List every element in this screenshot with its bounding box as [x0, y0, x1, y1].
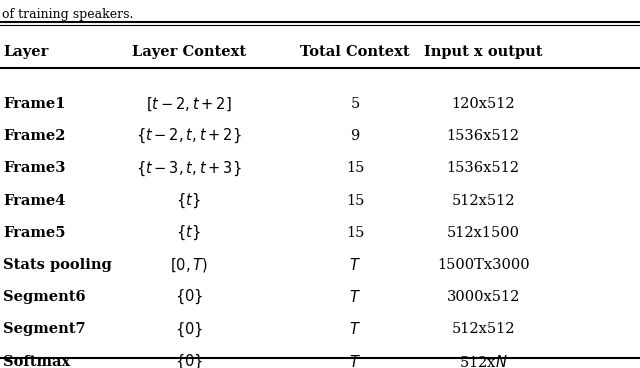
Text: Input x output: Input x output	[424, 45, 543, 59]
Text: Frame2: Frame2	[3, 129, 66, 143]
Text: 120x512: 120x512	[451, 97, 515, 111]
Text: 1500Tx3000: 1500Tx3000	[437, 258, 529, 272]
Text: $\{0\}$: $\{0\}$	[175, 320, 203, 339]
Text: $\{t\}$: $\{t\}$	[177, 191, 201, 210]
Text: $\{0\}$: $\{0\}$	[175, 353, 203, 368]
Text: 3000x512: 3000x512	[447, 290, 520, 304]
Text: $T$: $T$	[349, 354, 361, 368]
Text: Segment6: Segment6	[3, 290, 86, 304]
Text: 512x1500: 512x1500	[447, 226, 520, 240]
Text: Frame5: Frame5	[3, 226, 66, 240]
Text: 5: 5	[351, 97, 360, 111]
Text: 9: 9	[351, 129, 360, 143]
Text: Stats pooling: Stats pooling	[3, 258, 112, 272]
Text: $T$: $T$	[349, 257, 361, 273]
Text: Layer Context: Layer Context	[132, 45, 246, 59]
Text: $\{t-2,t,t+2\}$: $\{t-2,t,t+2\}$	[136, 127, 241, 145]
Text: Total Context: Total Context	[300, 45, 410, 59]
Text: Frame1: Frame1	[3, 97, 66, 111]
Text: Softmax: Softmax	[3, 355, 70, 368]
Text: $\{0\}$: $\{0\}$	[175, 288, 203, 307]
Text: $\{t\}$: $\{t\}$	[177, 224, 201, 242]
Text: 512x512: 512x512	[451, 322, 515, 336]
Text: $T$: $T$	[349, 321, 361, 337]
Text: $T$: $T$	[349, 289, 361, 305]
Text: 15: 15	[346, 162, 364, 176]
Text: $[0,T)$: $[0,T)$	[170, 256, 208, 274]
Text: 512x512: 512x512	[451, 194, 515, 208]
Text: 15: 15	[346, 226, 364, 240]
Text: 1536x512: 1536x512	[447, 162, 520, 176]
Text: $\{t-3,t,t+3\}$: $\{t-3,t,t+3\}$	[136, 159, 241, 178]
Text: 512x$N$: 512x$N$	[459, 354, 508, 368]
Text: Segment7: Segment7	[3, 322, 86, 336]
Text: Frame4: Frame4	[3, 194, 65, 208]
Text: 15: 15	[346, 194, 364, 208]
Text: $[t-2,t+2]$: $[t-2,t+2]$	[146, 95, 232, 113]
Text: of training speakers.: of training speakers.	[2, 8, 133, 21]
Text: Layer: Layer	[3, 45, 49, 59]
Text: 1536x512: 1536x512	[447, 129, 520, 143]
Text: Frame3: Frame3	[3, 162, 65, 176]
